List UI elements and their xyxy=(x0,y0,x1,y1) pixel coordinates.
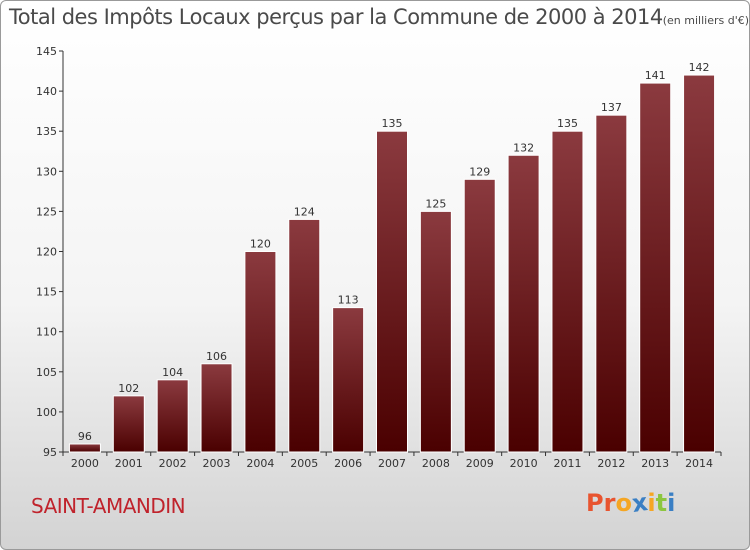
y-tick-label: 110 xyxy=(36,326,57,339)
data-label-2003: 106 xyxy=(206,350,227,363)
bar-2007 xyxy=(376,130,408,453)
data-label-2011: 135 xyxy=(557,117,578,130)
title-text: Total des Impôts Locaux perçus par la Co… xyxy=(9,5,663,29)
x-tick-label: 2012 xyxy=(597,457,625,470)
x-tick-label: 2013 xyxy=(641,457,669,470)
y-tick-label: 100 xyxy=(36,406,57,419)
data-label-2010: 132 xyxy=(513,141,534,154)
y-tick-label: 145 xyxy=(36,45,57,58)
bar-2014 xyxy=(683,74,716,453)
chart-title: Total des Impôts Locaux perçus par la Co… xyxy=(9,5,749,29)
y-tick-label: 105 xyxy=(36,366,57,379)
y-tick-label: 115 xyxy=(36,286,57,299)
bar-2006 xyxy=(332,307,365,453)
bar-2002 xyxy=(156,379,189,453)
x-tick-label: 2010 xyxy=(510,457,538,470)
logo-letter: P xyxy=(586,489,604,517)
logo-letter: r xyxy=(603,489,616,517)
title-unit: (en milliers d'€) xyxy=(662,14,750,27)
logo-letter: t xyxy=(655,489,668,517)
y-tick-label: 140 xyxy=(36,85,57,98)
data-label-2008: 125 xyxy=(425,197,446,210)
x-tick-label: 2001 xyxy=(115,457,143,470)
data-label-2012: 137 xyxy=(601,101,622,114)
proxiti-logo: Proxiti xyxy=(586,488,676,518)
x-tick-label: 2007 xyxy=(378,457,406,470)
bars xyxy=(68,74,716,453)
data-label-2007: 135 xyxy=(382,117,403,130)
y-tick-label: 125 xyxy=(36,205,57,218)
logo-letter: i xyxy=(667,489,676,517)
logo-letter: i xyxy=(647,489,656,517)
bar-2013 xyxy=(639,82,672,453)
y-tick-label: 135 xyxy=(36,125,57,138)
bar-2001 xyxy=(112,395,145,453)
x-tick-label: 2009 xyxy=(466,457,494,470)
data-label-2004: 120 xyxy=(250,238,271,251)
y-tick-label: 120 xyxy=(36,246,57,259)
x-tick-label: 2000 xyxy=(71,457,99,470)
x-tick-label: 2002 xyxy=(159,457,187,470)
y-axis: 95 100 105 110 115 120 125 130 135 140 145 xyxy=(36,45,64,459)
y-tick-label: 95 xyxy=(43,446,57,459)
x-tick-label: 2003 xyxy=(203,457,231,470)
y-tick-label: 130 xyxy=(36,165,57,178)
data-label-2000: 96 xyxy=(78,430,92,443)
logo-letter: x xyxy=(630,488,650,518)
data-labels: 96 102 104 106 120 124 113 135 125 129 132 135 137 14… xyxy=(78,61,710,443)
data-label-2014: 142 xyxy=(689,61,710,74)
x-tick-label: 2014 xyxy=(685,457,713,470)
bar-2009 xyxy=(463,178,496,453)
bar-2011 xyxy=(551,130,584,453)
bar-2003 xyxy=(200,363,233,453)
data-label-2001: 102 xyxy=(118,382,139,395)
data-label-2005: 124 xyxy=(294,205,315,218)
bar-2000 xyxy=(68,443,101,453)
x-axis: 2000 2001 2002 2003 2004 2005 2006 2007 2008 2009… xyxy=(62,451,722,470)
x-tick-label: 2011 xyxy=(553,457,581,470)
bar-2008 xyxy=(419,210,452,453)
data-label-2006: 113 xyxy=(338,294,359,307)
data-label-2009: 129 xyxy=(469,165,490,178)
data-label-2013: 141 xyxy=(645,69,666,82)
data-label-2002: 104 xyxy=(162,366,183,379)
bar-2004 xyxy=(244,251,277,453)
x-tick-label: 2008 xyxy=(422,457,450,470)
bar-2010 xyxy=(507,154,540,453)
x-tick-label: 2004 xyxy=(246,457,274,470)
x-tick-label: 2006 xyxy=(334,457,362,470)
x-tick-label: 2005 xyxy=(290,457,318,470)
logo-letter: o xyxy=(615,489,632,517)
bar-2012 xyxy=(595,114,628,453)
commune-name: SAINT-AMANDIN xyxy=(31,494,186,518)
bar-2005 xyxy=(288,218,321,453)
